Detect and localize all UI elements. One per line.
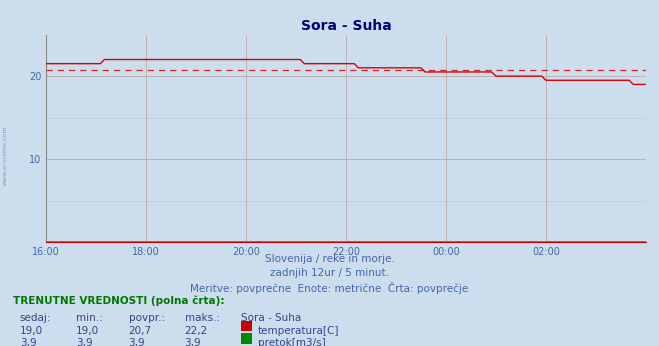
Text: 3,9: 3,9 [20, 338, 36, 346]
Text: 19,0: 19,0 [20, 326, 43, 336]
Text: 19,0: 19,0 [76, 326, 99, 336]
Text: povpr.:: povpr.: [129, 313, 165, 323]
Text: Sora - Suha: Sora - Suha [241, 313, 301, 323]
Text: TRENUTNE VREDNOSTI (polna črta):: TRENUTNE VREDNOSTI (polna črta): [13, 296, 225, 306]
Text: temperatura[C]: temperatura[C] [258, 326, 339, 336]
Title: Sora - Suha: Sora - Suha [301, 19, 391, 34]
Text: 3,9: 3,9 [185, 338, 201, 346]
Text: 3,9: 3,9 [129, 338, 145, 346]
Text: Slovenija / reke in morje.: Slovenija / reke in morje. [264, 254, 395, 264]
Text: 3,9: 3,9 [76, 338, 92, 346]
Text: 20,7: 20,7 [129, 326, 152, 336]
Text: sedaj:: sedaj: [20, 313, 51, 323]
Text: min.:: min.: [76, 313, 103, 323]
Text: pretok[m3/s]: pretok[m3/s] [258, 338, 326, 346]
Text: Meritve: povprečne  Enote: metrične  Črta: povprečje: Meritve: povprečne Enote: metrične Črta:… [190, 282, 469, 294]
Text: maks.:: maks.: [185, 313, 219, 323]
Text: zadnjih 12ur / 5 minut.: zadnjih 12ur / 5 minut. [270, 268, 389, 278]
Text: 22,2: 22,2 [185, 326, 208, 336]
Text: www.si-vreme.com: www.si-vreme.com [3, 126, 8, 185]
